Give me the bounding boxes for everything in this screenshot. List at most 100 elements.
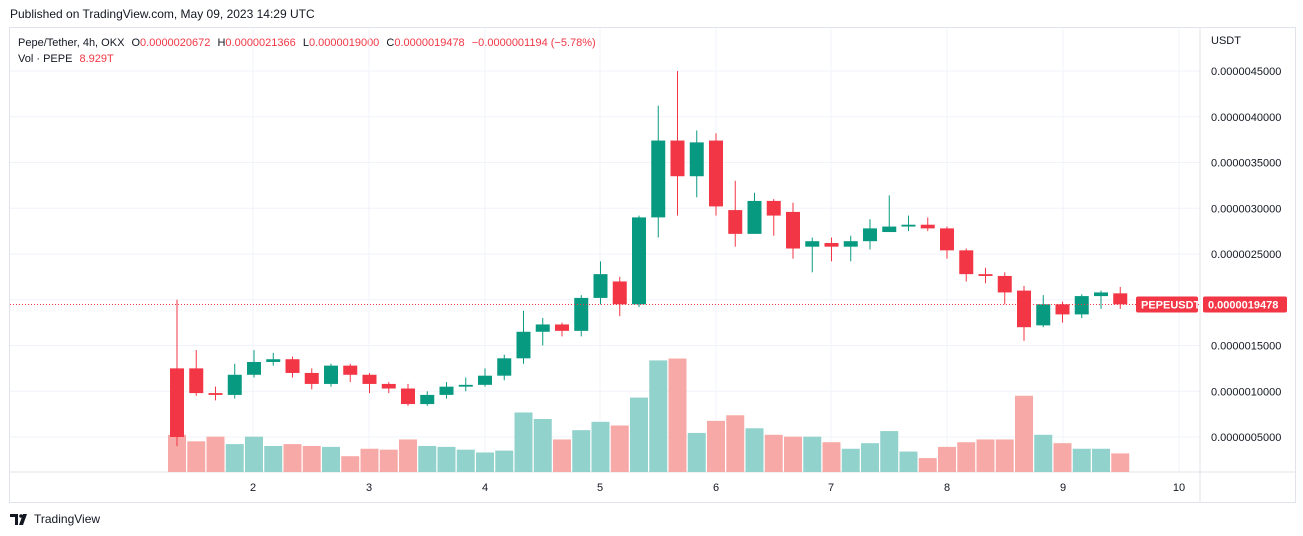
time-tick-label: 5 xyxy=(597,482,603,494)
candle-down xyxy=(381,383,396,389)
candle-down xyxy=(362,374,377,384)
price-axis-unit[interactable]: USDT xyxy=(1211,35,1241,47)
candle-down xyxy=(343,365,358,375)
candle-up xyxy=(882,226,897,233)
price-tick-label: 0.0000005000 xyxy=(1211,432,1281,444)
candle-up xyxy=(632,217,646,305)
candle-up xyxy=(420,394,435,405)
candle-down xyxy=(612,281,627,305)
volume-bar xyxy=(360,448,379,472)
candle-down xyxy=(401,388,415,405)
candle-down xyxy=(786,211,800,249)
volume-bar xyxy=(976,439,995,472)
candle-up xyxy=(458,384,473,387)
ohlc-row: Pepe/Tether, 4h, OKX O0.0000020672 H 0.00… xyxy=(18,35,596,51)
candle-down xyxy=(978,274,993,276)
volume-value: 8.929T xyxy=(79,53,114,65)
volume-bar xyxy=(245,436,263,472)
volume-bar xyxy=(610,425,629,472)
volume-bar xyxy=(168,434,186,472)
time-tick-label: 6 xyxy=(713,482,719,494)
candle-up xyxy=(1074,296,1089,315)
volume-bar xyxy=(957,442,976,472)
candle-up xyxy=(901,224,916,227)
candle-up xyxy=(651,140,666,218)
price-tick-label: 0.0000030000 xyxy=(1211,203,1281,215)
time-tick-label: 3 xyxy=(366,482,372,494)
price-tick-label: 0.0000015000 xyxy=(1211,341,1281,353)
symbol-price-tag xyxy=(1136,296,1198,313)
candle-down xyxy=(304,372,319,384)
candle-down xyxy=(940,228,954,251)
time-tick-label: 9 xyxy=(1060,482,1066,494)
candle-up xyxy=(843,241,858,247)
volume-bar xyxy=(418,445,437,472)
volume-bar xyxy=(264,445,283,472)
volume-bar xyxy=(399,439,417,472)
candle-down xyxy=(555,324,569,331)
candle-down xyxy=(1055,304,1070,315)
volume-bar xyxy=(302,445,321,472)
volume-bar xyxy=(341,456,360,472)
close-label: C xyxy=(386,37,395,49)
open-label: O xyxy=(131,37,141,49)
last-price-label: 0.0000019478 xyxy=(1208,300,1278,312)
volume-bar xyxy=(1092,448,1110,472)
time-tick-label: 7 xyxy=(828,482,834,494)
volume-row: Vol · PEPE 8.929T xyxy=(18,51,596,67)
open-value: 0.0000020672 xyxy=(140,37,211,49)
candle-down xyxy=(959,250,974,275)
last-price-tag xyxy=(1203,296,1287,313)
candle-up xyxy=(747,200,762,234)
volume-bar xyxy=(687,432,706,472)
brand-footer[interactable]: TradingView xyxy=(10,512,100,526)
candle-down xyxy=(208,393,223,395)
volume-bar xyxy=(591,421,610,472)
candle-up xyxy=(478,375,492,385)
volume-bar xyxy=(1072,448,1091,472)
change-value: −0.0000001194 (−5.78%) xyxy=(471,37,596,49)
candle-up xyxy=(689,142,704,177)
low-value: 0.0000019000 xyxy=(308,37,380,49)
volume-bar xyxy=(187,441,206,472)
price-tick-label: 0.0000010000 xyxy=(1211,386,1281,398)
price-tick-label: 0.0000040000 xyxy=(1211,112,1281,124)
candle-down xyxy=(997,275,1012,293)
volume-bar xyxy=(899,451,918,472)
close-value: 0.0000019478 xyxy=(394,37,465,49)
volume-bar xyxy=(322,446,340,472)
volume-label[interactable]: Vol · PEPE xyxy=(18,53,73,65)
volume-bar xyxy=(553,439,571,472)
candle-up xyxy=(497,358,512,376)
volume-bar xyxy=(803,436,822,472)
candle-up xyxy=(324,365,338,384)
volume-bar xyxy=(918,458,937,472)
candle-down xyxy=(670,140,685,177)
volume-bar xyxy=(726,415,745,472)
price-tick-label: 0.0000035000 xyxy=(1211,158,1281,170)
volume-bar xyxy=(1053,443,1072,472)
time-tick-label: 4 xyxy=(482,482,488,494)
symbol-label[interactable]: Pepe/Tether, 4h, OKX xyxy=(18,37,125,49)
candle-down xyxy=(285,359,300,373)
volume-bar xyxy=(1111,453,1130,472)
high-label: H xyxy=(217,37,226,49)
volume-bar xyxy=(822,442,841,472)
volume-bar xyxy=(1015,395,1033,472)
candle-up xyxy=(1036,304,1051,326)
volume-bar xyxy=(880,431,899,472)
volume-bar xyxy=(206,436,225,472)
volume-bar xyxy=(1034,434,1053,472)
candle-up xyxy=(574,297,589,331)
candle-up xyxy=(805,241,820,247)
candle-up xyxy=(516,331,531,359)
candle-up xyxy=(247,361,261,375)
candle-up xyxy=(1094,292,1108,297)
candle-down xyxy=(1017,290,1031,328)
candle-up xyxy=(439,386,454,395)
price-tick-label: 0.0000045000 xyxy=(1211,66,1281,78)
candle-down xyxy=(766,200,781,216)
volume-bar xyxy=(379,449,398,472)
volume-bar xyxy=(495,450,514,472)
